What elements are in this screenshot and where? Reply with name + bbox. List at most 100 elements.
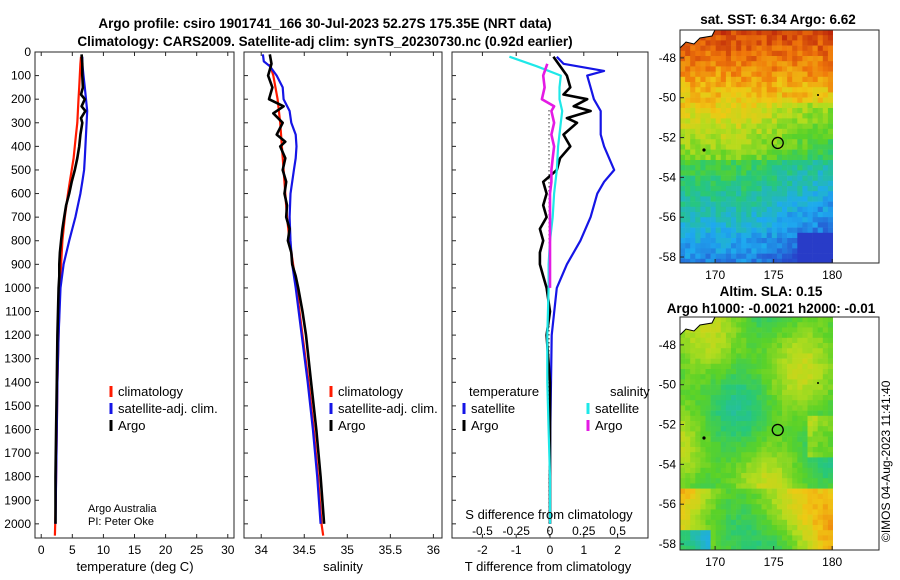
salinity-legend: climatology satellite-adj. clim. Argo xyxy=(329,384,438,433)
sst-cell xyxy=(705,45,711,52)
sst-cell xyxy=(756,123,762,130)
sst-cell xyxy=(705,170,711,176)
sla-cell xyxy=(812,457,818,463)
y-tick-label: 200 xyxy=(11,92,31,106)
sla-cell xyxy=(766,337,773,344)
sst-cell xyxy=(802,108,808,114)
sla-cell xyxy=(817,426,824,432)
sla-cell xyxy=(731,488,737,495)
sla-cell xyxy=(720,519,727,526)
sst-cell xyxy=(700,56,706,62)
series-line-s-argo xyxy=(540,63,556,288)
sst-cell xyxy=(812,196,818,202)
sla-cell xyxy=(746,358,752,365)
sla-cell xyxy=(827,421,833,427)
sla-cell xyxy=(782,358,788,365)
map-x-tick-label: 170 xyxy=(705,268,725,282)
sla-cell xyxy=(807,535,813,541)
sst-cell xyxy=(715,238,722,244)
sla-cell xyxy=(827,483,833,489)
sst-cell xyxy=(715,102,722,109)
sla-cell xyxy=(797,395,803,401)
sla-cell xyxy=(685,493,691,500)
sla-cell xyxy=(720,317,727,323)
sst-cell xyxy=(822,165,829,171)
sla-cell xyxy=(731,343,737,349)
sst-cell xyxy=(736,76,742,83)
difference-x-axis: -2 -1 0 1 2 xyxy=(452,51,621,557)
sst-cell xyxy=(690,102,696,109)
legend-label-argo: Argo xyxy=(338,418,365,433)
sst-cell xyxy=(710,35,716,41)
sst-cell xyxy=(817,92,824,98)
sst-cell xyxy=(736,66,742,72)
difference-legend: temperature salinity satellite Argo sate… xyxy=(462,384,650,433)
map-y-tick-label: -52 xyxy=(659,131,677,145)
sst-cell xyxy=(807,87,813,93)
sla-cell xyxy=(741,431,747,437)
sla-cell xyxy=(756,483,762,489)
sla-cell xyxy=(705,509,711,515)
sla-cell xyxy=(797,473,803,479)
sst-cell xyxy=(680,92,686,98)
sst-cell xyxy=(771,170,778,176)
sst-cell xyxy=(807,175,813,182)
sst-cell xyxy=(771,201,778,208)
sst-cell xyxy=(680,139,686,145)
sla-cell xyxy=(822,322,829,328)
sst-cell xyxy=(746,92,752,98)
sst-cell xyxy=(782,196,788,202)
sla-cell xyxy=(720,431,727,437)
sst-cell xyxy=(731,186,737,192)
sst-cell xyxy=(787,82,793,88)
sla-cell xyxy=(720,353,727,359)
sst-cell xyxy=(756,248,762,254)
sla-cell xyxy=(720,322,727,328)
sst-cell xyxy=(720,118,727,124)
sst-cell xyxy=(761,30,767,36)
x-tick-label: 15 xyxy=(128,543,142,557)
sla-cell xyxy=(710,441,716,448)
sst-cell xyxy=(705,123,711,130)
sla-cell xyxy=(771,483,778,489)
sst-cell xyxy=(725,118,732,124)
sst-cell xyxy=(715,191,722,197)
sla-cell xyxy=(792,332,798,339)
sst-cell xyxy=(746,165,752,171)
sst-cell xyxy=(705,56,711,62)
sla-cell xyxy=(827,431,833,437)
sla-cell xyxy=(680,415,686,422)
sla-cell xyxy=(736,374,742,380)
sst-cell xyxy=(766,175,773,182)
sst-cell xyxy=(797,56,803,62)
sla-cell xyxy=(685,488,691,495)
sla-cell xyxy=(695,379,701,385)
sla-cell xyxy=(715,452,722,458)
sst-cell xyxy=(695,82,701,88)
sla-cell xyxy=(725,493,732,500)
sst-cell xyxy=(725,56,732,62)
sla-cell xyxy=(827,322,833,328)
sla-cell xyxy=(751,379,757,385)
sla-cell xyxy=(807,358,813,365)
sla-cell xyxy=(822,395,829,401)
sst-cell xyxy=(782,113,788,119)
sla-cell xyxy=(695,389,701,396)
sla-cell xyxy=(715,317,722,323)
sst-cell xyxy=(797,206,803,213)
sst-cell xyxy=(741,118,747,124)
sla-cell xyxy=(746,441,752,448)
sla-cell xyxy=(715,478,722,484)
sla-cell xyxy=(731,447,737,453)
sla-cell xyxy=(705,332,711,339)
sla-cell xyxy=(685,395,691,401)
sla-cell xyxy=(797,327,803,333)
sst-cell xyxy=(710,92,716,98)
sst-cell xyxy=(720,227,727,234)
sst-cell xyxy=(812,217,818,223)
sla-cell xyxy=(802,478,808,484)
sla-cell xyxy=(802,353,808,359)
sla-cell xyxy=(822,410,829,417)
sst-cell xyxy=(690,243,696,249)
sst-cell xyxy=(827,191,833,197)
